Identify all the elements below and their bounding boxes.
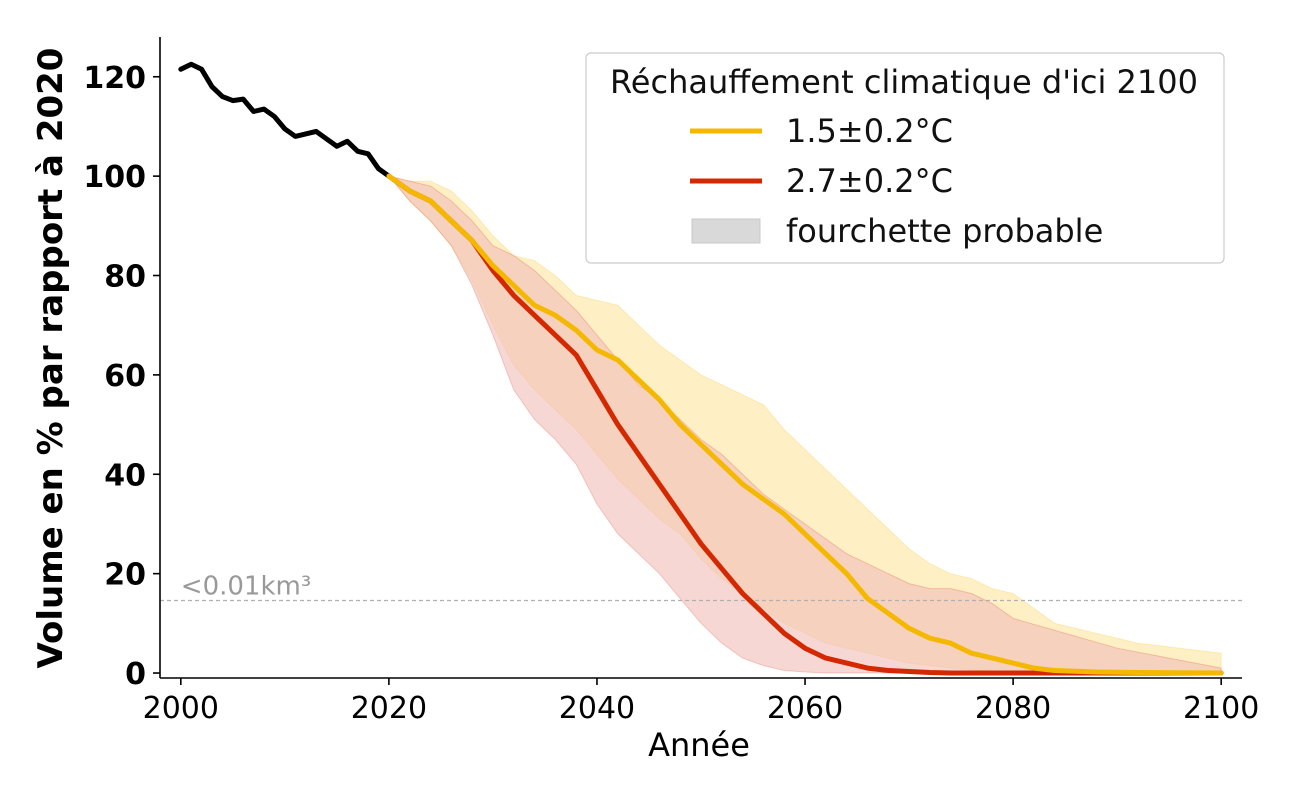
series-lines (178, 61, 1224, 676)
y-tick-label: 100 (83, 160, 146, 195)
y-tick-label: 40 (104, 458, 146, 493)
y-tick-label: 60 (104, 359, 146, 394)
legend-swatch-range (691, 218, 761, 244)
legend-label-range: fourchette probable (786, 212, 1103, 250)
x-tick-label: 2060 (767, 691, 843, 726)
y-tick-label: 0 (125, 657, 146, 692)
axes (153, 37, 1242, 685)
x-tick-label: 2000 (143, 691, 219, 726)
legend-label-1.5: 1.5±0.2°C (786, 112, 953, 150)
x-tick-label: 2040 (559, 691, 635, 726)
x-tick-label: 2080 (975, 691, 1051, 726)
legend: Réchauffement climatique d'ici 2100 1.5±… (585, 52, 1225, 264)
series-line-2.7±0.2°C (386, 173, 1224, 676)
series-line-1.5±0.2°C (386, 173, 1224, 676)
y-tick-label: 120 (83, 61, 146, 96)
threshold-annotation: <0.01km³ (181, 571, 311, 601)
x-tick-label: 2020 (351, 691, 427, 726)
legend-box (585, 52, 1225, 264)
y-tick-label: 80 (104, 260, 146, 295)
x-axis-label: Année (648, 726, 750, 764)
legend-label-2.7: 2.7±0.2°C (786, 162, 953, 200)
series-line-historical (178, 61, 392, 179)
x-tick-label: 2100 (1183, 691, 1259, 726)
y-axis-label: Volume en % par rapport à 2020 (31, 48, 71, 669)
y-tick-label: 20 (104, 558, 146, 593)
legend-title: Réchauffement climatique d'ici 2100 (610, 63, 1198, 101)
